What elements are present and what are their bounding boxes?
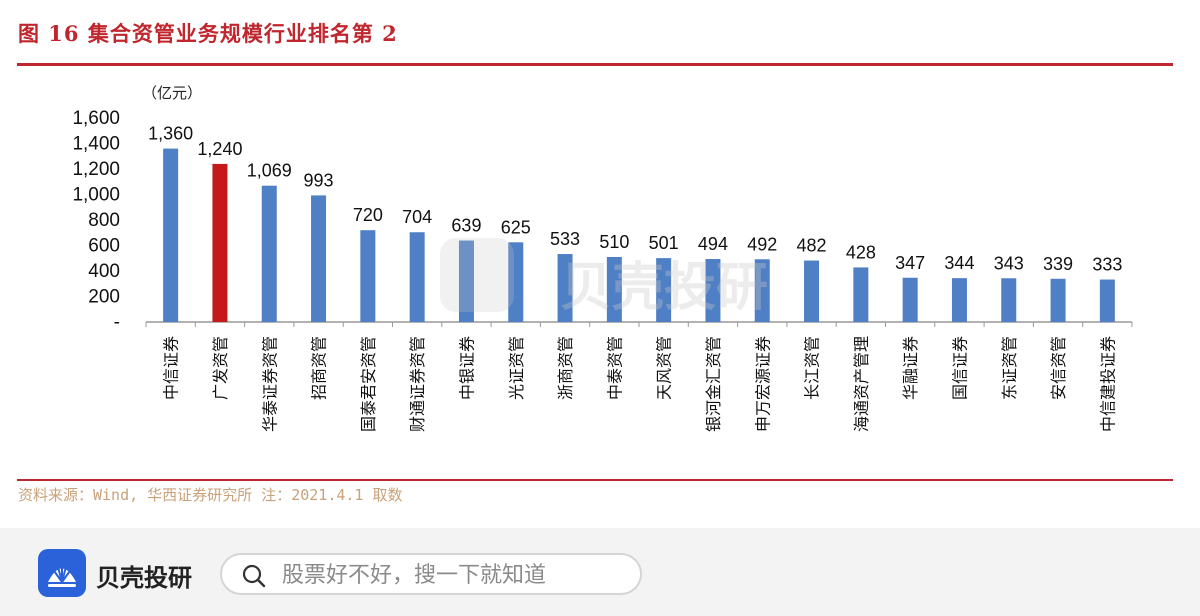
bar-value-label: 339 (1043, 254, 1073, 274)
y-tick-label: 200 (88, 287, 120, 308)
y-axis-unit: （亿元） (142, 84, 202, 102)
bar-value-label: 428 (846, 242, 876, 262)
y-tick-label: 600 (88, 236, 120, 257)
bar (754, 259, 770, 322)
category-label: 海通资产管理 (852, 336, 871, 432)
category-label: 国泰君安资管 (359, 336, 378, 432)
bar (557, 254, 573, 322)
bar (951, 278, 967, 322)
bar (409, 232, 425, 322)
search-input[interactable] (280, 559, 634, 591)
bar-value-label: 1,360 (148, 124, 193, 144)
y-tick-label: 1,400 (72, 134, 120, 155)
bar (261, 185, 277, 322)
category-label: 银河金汇资管 (704, 336, 723, 432)
bar-value-label: 720 (353, 205, 383, 225)
category-label: 长江资管 (803, 336, 822, 400)
y-tick-label: 800 (88, 210, 120, 231)
bar-chart: （亿元） - 200 400 600 800 1,000 1,200 1,400 1,600 1,3… (72, 84, 1133, 432)
bar-value-label: 492 (747, 234, 777, 254)
bar-value-label: 347 (895, 253, 925, 273)
bar (1001, 278, 1017, 322)
category-label: 浙商资管 (556, 336, 575, 400)
bar-value-label: 343 (994, 253, 1024, 273)
bar-value-label: 1,069 (247, 161, 292, 181)
bar (311, 195, 327, 322)
bar-value-label: 510 (599, 232, 629, 252)
category-label: 东证资管 (1000, 336, 1019, 400)
chart-title: 图 16 集合资管业务规模行业排名第 2 (18, 21, 398, 46)
category-label: 中银证券 (457, 336, 476, 400)
bar-value-label: 482 (797, 236, 827, 256)
category-label: 中信证券 (162, 336, 181, 400)
bar-value-label: 704 (402, 207, 432, 227)
shell-logo-icon[interactable] (38, 549, 86, 597)
category-label: 申万宏源证券 (753, 336, 772, 432)
bar-value-label: 993 (304, 170, 334, 190)
footer-brand: 贝壳投研 (96, 564, 192, 592)
bar (705, 259, 721, 322)
category-label: 招商资管 (310, 336, 329, 400)
y-tick-label: 1,000 (72, 185, 120, 206)
bar (508, 242, 524, 322)
bar (656, 258, 672, 322)
bar (1099, 279, 1115, 322)
bar-value-label: 533 (550, 229, 580, 249)
bar (1050, 278, 1066, 322)
bar (606, 256, 622, 322)
category-label: 天风资管 (655, 336, 674, 400)
category-label: 中泰资管 (605, 336, 624, 400)
footer-bar: 贝壳投研 (0, 528, 1200, 616)
bar (804, 260, 820, 322)
category-label: 国信证券 (950, 336, 969, 400)
bar (902, 277, 918, 322)
category-label: 光证资管 (507, 336, 526, 400)
bar (212, 163, 228, 322)
bar-value-label: 494 (698, 234, 728, 254)
source-note: 资料来源：Wind, 华西证券研究所 注：2021.4.1 取数 (18, 486, 403, 504)
y-tick-label: 1,600 (72, 108, 120, 129)
y-tick-label: - (114, 312, 120, 333)
search-box[interactable] (220, 553, 642, 595)
title-divider (17, 63, 1173, 66)
bar-value-label: 639 (451, 216, 481, 236)
bar (458, 240, 474, 322)
bar-value-label: 333 (1092, 255, 1122, 275)
category-label: 安信资管 (1049, 336, 1068, 400)
search-icon[interactable] (242, 564, 266, 588)
bar-value-label: 344 (944, 253, 974, 273)
y-tick-label: 1,200 (72, 159, 120, 180)
y-tick-label: 400 (88, 261, 120, 282)
source-divider (17, 479, 1173, 481)
bar (163, 148, 179, 322)
bar (360, 230, 376, 322)
bar-value-label: 1,240 (197, 139, 242, 159)
bar (853, 267, 869, 322)
bar-value-label: 625 (501, 217, 531, 237)
category-label: 华泰证券资管 (260, 336, 279, 432)
category-label: 财通证券资管 (408, 336, 427, 432)
bar-value-label: 501 (649, 233, 679, 253)
category-label: 中信建投证券 (1098, 336, 1117, 432)
category-label: 广发资管 (211, 336, 230, 400)
category-label: 华融证券 (901, 336, 920, 400)
